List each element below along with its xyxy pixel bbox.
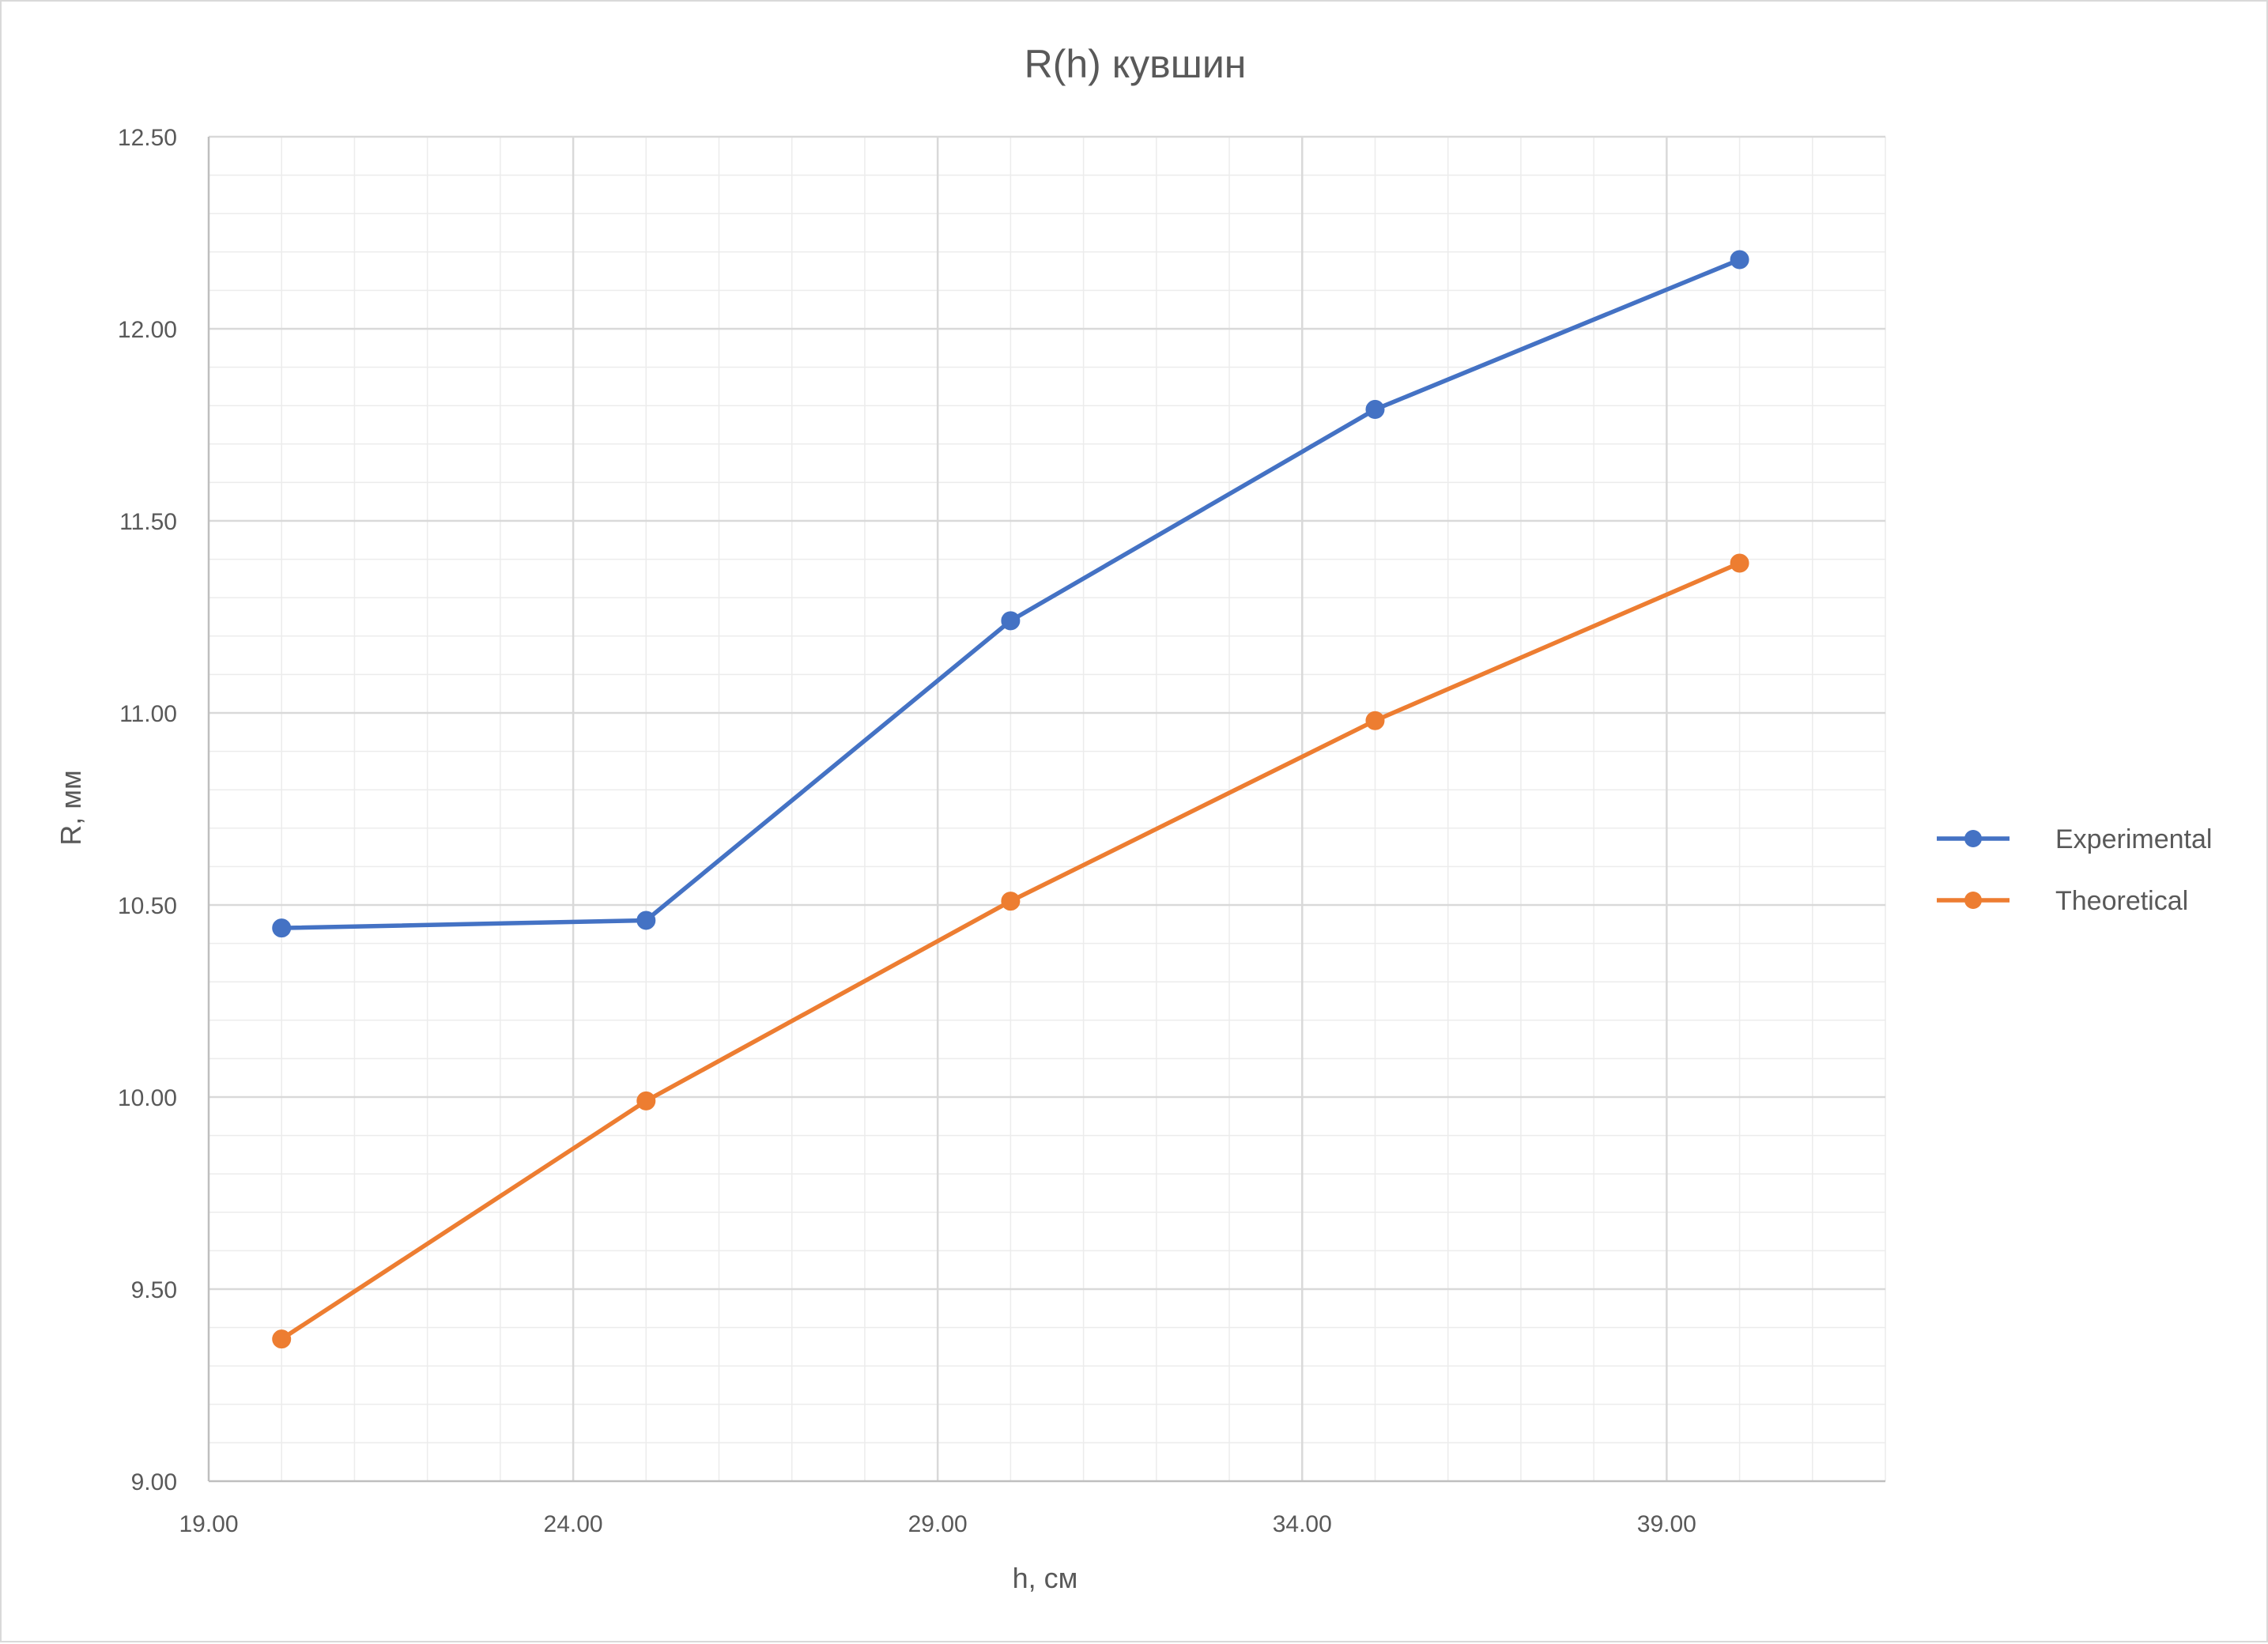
data-point-theoretical [636,1091,656,1110]
data-point-theoretical [1001,892,1021,911]
legend-entry-theoretical: Theoretical [1937,886,2188,916]
y-tick-label: 9.00 [131,1469,177,1495]
data-point-theoretical [272,1329,292,1349]
y-tick-label: 12.00 [118,317,177,343]
legend-label-theoretical: Theoretical [2055,886,2188,916]
y-tick-label: 11.00 [119,701,177,727]
data-point-theoretical [1365,711,1385,730]
tick-labels: 19.00 24.00 29.00 34.00 39.00 9.00 9.50 10.00 10… [118,125,1696,1537]
data-point-experimental [636,911,656,930]
y-tick-label: 10.50 [118,893,177,919]
data-point-theoretical [1730,553,1749,573]
legend-marker-experimental [1964,830,1982,847]
axes [207,137,1885,1483]
series-layer [272,250,1749,1349]
y-tick-label: 12.50 [118,125,177,151]
y-tick-label: 9.50 [131,1277,177,1303]
legend-label-experimental: Experimental [2055,824,2212,854]
legend: Experimental Theoretical [1937,824,2212,916]
data-point-experimental [272,918,292,938]
data-point-experimental [1730,250,1749,270]
y-axis-title: R, мм [55,770,87,846]
x-tick-label: 39.00 [1637,1511,1696,1537]
y-tick-label: 10.00 [118,1085,177,1111]
x-tick-label: 24.00 [544,1511,603,1537]
chart-title: R(h) кувшин [1025,42,1247,86]
x-tick-label: 29.00 [908,1511,968,1537]
legend-marker-theoretical [1964,892,1982,909]
x-tick-label: 34.00 [1273,1511,1332,1537]
data-point-experimental [1001,611,1021,631]
data-point-experimental [1365,400,1385,420]
series-theoretical [272,553,1749,1349]
series-experimental [272,250,1749,938]
major-grid [209,135,1885,1481]
x-axis-title: h, см [1013,1562,1078,1594]
minor-grid [209,137,1886,1481]
x-tick-label: 19.00 [179,1511,238,1537]
y-tick-label: 11.50 [119,509,177,535]
legend-entry-experimental: Experimental [1937,824,2212,854]
